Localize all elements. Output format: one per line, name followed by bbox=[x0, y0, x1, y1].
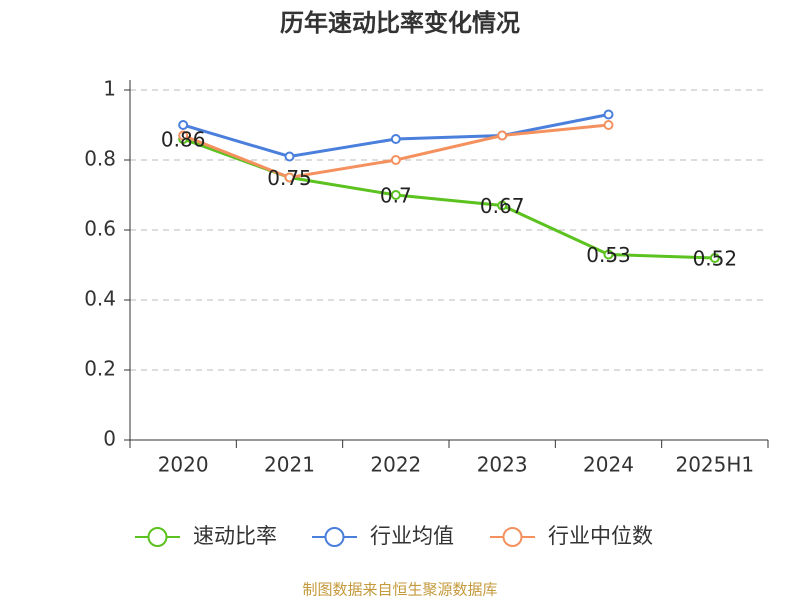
x-tick-label: 2023 bbox=[477, 453, 528, 477]
x-tick-label: 2022 bbox=[370, 453, 421, 477]
point bbox=[390, 134, 401, 144]
legend-label: 速动比率 bbox=[193, 524, 277, 548]
data-label: 0.67 bbox=[480, 194, 525, 218]
point bbox=[603, 120, 614, 130]
point bbox=[284, 151, 295, 162]
data-label: 0.86 bbox=[161, 128, 206, 152]
legend-label: 行业中位数 bbox=[548, 524, 653, 548]
x-tick-label: 2024 bbox=[583, 453, 634, 477]
x-tick-label: 2025H1 bbox=[675, 453, 754, 477]
legend-marker bbox=[502, 527, 523, 547]
point bbox=[603, 109, 614, 120]
y-tick-label: 1 bbox=[103, 77, 116, 101]
data-label: 0.52 bbox=[693, 247, 738, 271]
y-tick-label: 0.8 bbox=[84, 147, 116, 171]
point bbox=[709, 253, 720, 263]
data-label: 0.7 bbox=[380, 184, 412, 208]
y-tick-label: 0.4 bbox=[84, 287, 116, 311]
source-note: 制图数据来自恒生聚源数据库 bbox=[302, 581, 497, 599]
legend-marker bbox=[147, 527, 168, 547]
point bbox=[497, 200, 508, 211]
y-tick-label: 0 bbox=[103, 427, 116, 451]
legend-label: 行业均值 bbox=[370, 524, 454, 548]
series-line bbox=[182, 123, 609, 180]
data-label: 0.75 bbox=[267, 166, 312, 190]
point bbox=[284, 172, 295, 183]
chart-title: 历年速动比率变化情况 bbox=[280, 9, 520, 37]
data-label: 0.53 bbox=[586, 243, 631, 267]
x-tick-label: 2021 bbox=[264, 453, 315, 477]
point bbox=[390, 155, 401, 165]
y-tick-label: 0.2 bbox=[84, 357, 116, 381]
point bbox=[178, 130, 189, 141]
point bbox=[178, 120, 189, 130]
series-line bbox=[182, 137, 715, 260]
legend-marker bbox=[324, 527, 345, 547]
point bbox=[497, 130, 508, 141]
y-tick-label: 0.6 bbox=[84, 217, 116, 241]
point bbox=[603, 249, 614, 260]
point bbox=[390, 190, 401, 200]
x-tick-label: 2020 bbox=[158, 453, 209, 477]
